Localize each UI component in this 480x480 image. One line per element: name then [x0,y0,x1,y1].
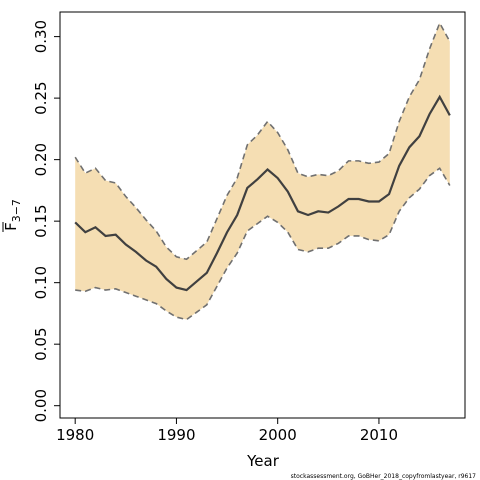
plot-area [74,21,451,321]
y-tick-label-0.00: 0.00 [32,389,50,422]
x-axis-title: Year [246,452,280,470]
y-axis-title-main: F [2,222,20,231]
x-tick-label-2010: 2010 [360,426,398,444]
y-tick-label-0.10: 0.10 [32,266,50,299]
svg-text:F3−7: F3−7 [2,199,23,231]
plot-frame [59,11,466,419]
estimate-line [74,94,451,292]
footnote: stockassessment.org, GoBHer_2018_copyfro… [291,473,477,480]
upper-bound-line [74,21,451,261]
y-tick-label-0.30: 0.30 [32,20,50,53]
x-tick-label-2000: 2000 [259,426,297,444]
y-tick-label-0.05: 0.05 [32,327,50,360]
y-axis-title: F3−7 [2,199,23,232]
y-tick-label-0.25: 0.25 [32,81,50,114]
y-axis: 0.00 0.05 0.10 0.15 0.20 0.25 0.30 [32,20,60,422]
x-axis: 1980 1990 2000 2010 [56,418,398,444]
y-tick-label-0.15: 0.15 [32,204,50,237]
y-tick-label-0.20: 0.20 [32,143,50,176]
x-tick-label-1990: 1990 [157,426,195,444]
lower-bound-line [75,167,451,321]
x-tick-label-1980: 1980 [56,426,94,444]
confidence-band [75,23,450,320]
y-axis-title-subscript: 3−7 [10,199,23,222]
